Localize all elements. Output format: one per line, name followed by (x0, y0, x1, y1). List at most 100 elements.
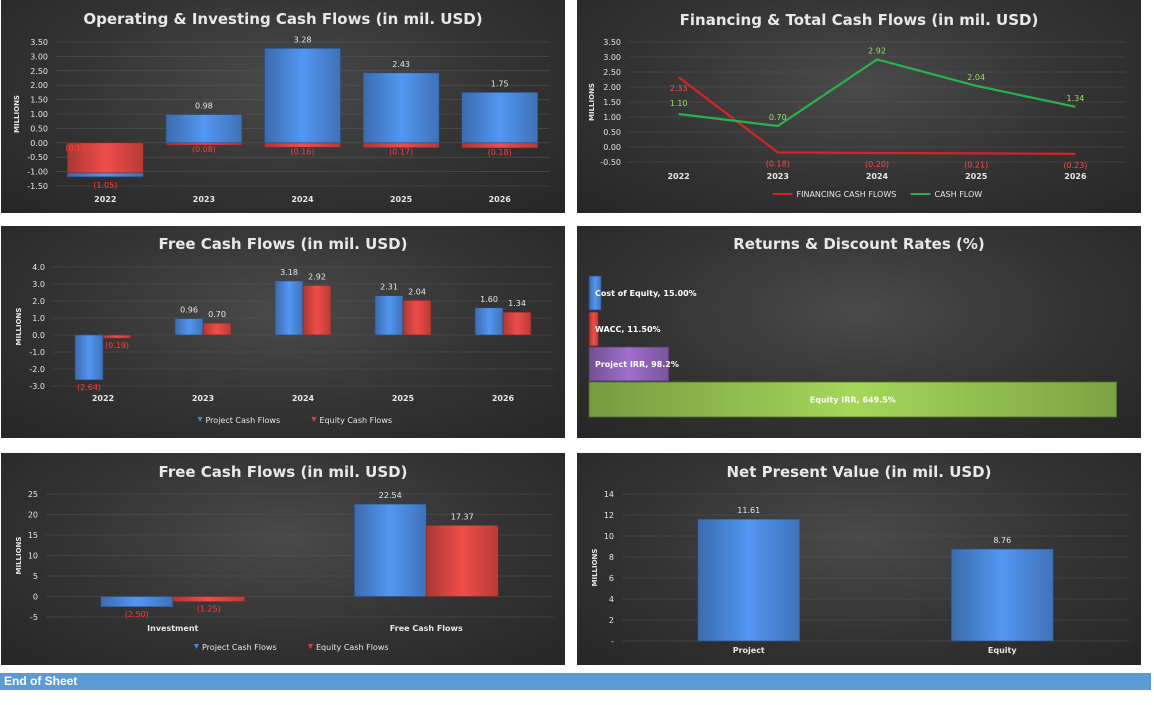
legend-swatch (194, 644, 199, 649)
y-tick-label: 0.00 (603, 143, 621, 152)
chart-title: Free Cash Flows (in mil. USD) (159, 235, 408, 253)
y-tick-label: -1.0 (29, 348, 45, 357)
fcf-total-chart: Free Cash Flows (in mil. USD) 25 20 15 10 5 0 -… (15, 463, 553, 652)
y-tick-label: 3.00 (603, 53, 621, 62)
y-tick-label: 0.50 (603, 128, 621, 137)
data-label: 17.37 (451, 512, 474, 521)
bar (264, 48, 341, 144)
y-tick-label: -1.00 (27, 168, 48, 177)
data-label: 2.43 (392, 60, 410, 69)
data-label: 0.96 (180, 306, 198, 315)
legend-label: FINANCING CASH FLOWS (797, 190, 897, 199)
bar (102, 334, 132, 339)
data-label: (0.18) (488, 148, 512, 157)
y-tick-label: - (611, 637, 614, 646)
data-label: 3.18 (280, 268, 298, 277)
bar (165, 114, 243, 144)
series-line (677, 76, 1076, 155)
data-label: 2.92 (868, 46, 886, 55)
bar (274, 280, 304, 336)
y-axis-label: MILLIONS (15, 537, 23, 575)
legend-item: Equity Cash Flows (308, 643, 389, 652)
y-tick-label: 12 (604, 511, 614, 520)
x-tick-label: Free Cash Flows (390, 624, 463, 633)
y-tick-label: 3.50 (30, 38, 48, 47)
x-tick-label: Project (733, 646, 765, 655)
y-axis-label: MILLIONS (15, 308, 23, 346)
x-tick-label: 2026 (1064, 172, 1087, 181)
y-axis-label: MILLIONS (588, 83, 596, 121)
data-label: 1.60 (480, 295, 498, 304)
y-tick-label: 1.00 (603, 113, 621, 122)
fcf-year-chart: Free Cash Flows (in mil. USD) 4.0 3.0 2.0 1.… (15, 235, 553, 425)
legend-item: FINANCING CASH FLOWS (772, 190, 897, 199)
y-tick-label: 1.50 (603, 98, 621, 107)
data-label: 3.28 (294, 35, 312, 44)
legend-item: Project Cash Flows (194, 643, 277, 652)
bar (461, 92, 539, 144)
data-label: (0.23) (1063, 161, 1087, 170)
x-tick-label: 2026 (489, 195, 512, 204)
x-tick-label: 2025 (392, 394, 415, 403)
x-tick-label: 2023 (193, 195, 215, 204)
bar (502, 311, 532, 336)
bar (302, 285, 332, 336)
legend-item: Project Cash Flows (197, 416, 280, 425)
chart-title: Net Present Value (in mil. USD) (726, 463, 991, 481)
bar (353, 503, 427, 597)
data-label: (0.19) (105, 341, 129, 350)
bar (588, 346, 670, 382)
bar (67, 172, 144, 178)
bar (67, 142, 144, 174)
fcf-year-chart-panel: Free Cash Flows (in mil. USD) 4.0 3.0 2.0 1.… (1, 226, 565, 438)
y-axis-label: MILLIONS (591, 549, 599, 587)
legend-swatch (197, 417, 203, 422)
x-tick-label: 2025 (390, 195, 413, 204)
y-tick-label: 2.50 (603, 68, 621, 77)
data-label: 0.70 (208, 310, 226, 319)
npv-chart-panel: Net Present Value (in mil. USD) 14 12 10 8 6 4… (577, 453, 1141, 665)
bar (374, 295, 404, 336)
data-label: (1.05) (93, 181, 117, 190)
bar (425, 524, 499, 597)
data-label: WACC, 11.50% (595, 325, 661, 334)
data-label: Equity IRR, 649.5% (810, 396, 896, 405)
fcf-total-chart-panel: Free Cash Flows (in mil. USD) 25 20 15 10 5 0 -… (1, 453, 565, 665)
y-tick-label: 1.50 (30, 96, 48, 105)
legend-item: Equity Cash Flows (311, 416, 392, 425)
y-tick-label: 20 (28, 511, 38, 520)
data-label: 1.34 (1066, 94, 1084, 103)
bar (402, 300, 432, 336)
legend-label: Project Cash Flows (202, 643, 277, 652)
data-label: 2.33 (670, 84, 688, 93)
y-tick-label: 0.0 (32, 331, 45, 340)
legend-swatch (311, 417, 317, 422)
y-tick-label: 2 (609, 616, 614, 625)
data-label: (1.25) (197, 605, 221, 614)
y-tick-label: -5 (30, 613, 38, 622)
chart-title: Operating & Investing Cash Flows (in mil… (83, 10, 482, 28)
y-tick-label: 1.00 (30, 110, 48, 119)
y-tick-label: 6 (609, 574, 614, 583)
y-tick-label: 5 (33, 572, 38, 581)
x-tick-label: 2024 (866, 172, 889, 181)
end-of-sheet-bar: End of Sheet (0, 673, 1151, 690)
y-tick-label: 3.50 (603, 38, 621, 47)
legend-swatch (308, 644, 313, 649)
bar (588, 275, 602, 311)
npv-chart: Net Present Value (in mil. USD) 14 12 10 8 6 4… (591, 463, 1129, 655)
x-tick-label: 2023 (767, 172, 789, 181)
data-label: (0.20) (865, 160, 889, 169)
y-tick-label: 8 (609, 553, 614, 562)
data-label: 2.04 (408, 287, 426, 296)
y-tick-label: 0.50 (30, 124, 48, 133)
data-label: 0.70 (769, 113, 787, 122)
bar (697, 518, 801, 642)
data-label: 2.04 (967, 73, 985, 82)
data-label: 22.54 (379, 491, 402, 500)
y-tick-label: 2.0 (32, 297, 45, 306)
y-tick-label: 3.0 (32, 280, 45, 289)
op-inv-chart-panel: Operating & Investing Cash Flows (in mil… (1, 0, 565, 213)
data-label: Project IRR, 98.2% (595, 360, 679, 369)
y-tick-label: 2.00 (603, 83, 621, 92)
